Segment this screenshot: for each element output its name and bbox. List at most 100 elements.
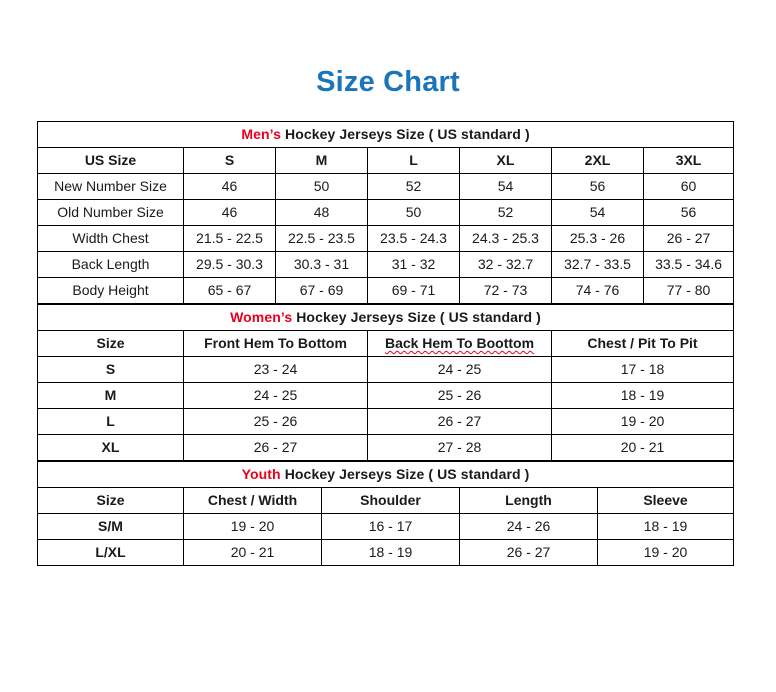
womens-row-label-1: M [37, 382, 184, 409]
mens-col-header-5: 2XL [551, 147, 644, 174]
mens-cell-4-1: 67 - 69 [275, 277, 368, 304]
mens-cell-2-3: 24.3 - 25.3 [459, 225, 552, 252]
mens-section-heading: Men’s Hockey Jerseys Size ( US standard … [36, 121, 735, 148]
mens-cell-4-3: 72 - 73 [459, 277, 552, 304]
mens-cell-3-3: 32 - 32.7 [459, 251, 552, 278]
mens-cell-3-2: 31 - 32 [367, 251, 460, 278]
mens-cell-3-0: 29.5 - 30.3 [183, 251, 276, 278]
mens-col-header-4: XL [459, 147, 552, 174]
mens-size-table: Men’s Hockey Jerseys Size ( US standard … [36, 121, 735, 304]
mens-cell-2-2: 23.5 - 24.3 [367, 225, 460, 252]
womens-cell-3-2: 20 - 21 [551, 434, 734, 461]
mens-cell-2-5: 26 - 27 [642, 225, 735, 252]
youth-col-header-1: Chest / Width [183, 487, 322, 514]
womens-cell-0-0: 23 - 24 [183, 356, 368, 383]
mens-row-label-1: Old Number Size [37, 199, 184, 226]
womens-section-heading: Women’s Hockey Jerseys Size ( US standar… [37, 304, 734, 331]
youth-col-header-3: Length [459, 487, 598, 514]
womens-col-header-3: Chest / Pit To Pit [551, 330, 734, 357]
youth-size-table: Youth Hockey Jerseys Size ( US standard … [37, 461, 734, 566]
mens-cell-1-0: 46 [183, 199, 276, 226]
youth-row-label-1: L/XL [37, 539, 184, 566]
youth-cell-1-1: 18 - 19 [321, 539, 460, 566]
mens-cell-1-4: 54 [551, 199, 644, 226]
mens-cell-4-4: 74 - 76 [551, 277, 644, 304]
mens-cell-1-2: 50 [367, 199, 460, 226]
table-row: S/M 19 - 20 16 - 17 24 - 26 18 - 19 [37, 513, 734, 540]
mens-cell-0-4: 56 [551, 173, 644, 200]
mens-row-label-2: Width Chest [37, 225, 184, 252]
mens-cell-0-2: 52 [367, 173, 460, 200]
womens-cell-3-1: 27 - 28 [367, 434, 552, 461]
mens-cell-3-4: 32.7 - 33.5 [551, 251, 644, 278]
size-chart-tables: Men’s Hockey Jerseys Size ( US standard … [36, 121, 735, 566]
mens-col-header-1: S [183, 147, 276, 174]
page-title: Size Chart [316, 66, 460, 98]
mens-cell-2-4: 25.3 - 26 [551, 225, 644, 252]
youth-cell-1-2: 26 - 27 [459, 539, 598, 566]
mens-cell-2-0: 21.5 - 22.5 [183, 225, 276, 252]
womens-row-label-3: XL [37, 434, 184, 461]
mens-col-header-6: 3XL [642, 147, 735, 174]
womens-cell-0-2: 17 - 18 [551, 356, 734, 383]
womens-col-header-1: Front Hem To Bottom [183, 330, 368, 357]
table-row: New Number Size 46 50 52 54 56 60 [37, 173, 735, 200]
mens-row-label-3: Back Length [37, 251, 184, 278]
mens-heading-accent: Men’s [241, 126, 281, 143]
mens-cell-0-0: 46 [183, 173, 276, 200]
womens-cell-2-2: 19 - 20 [551, 408, 734, 435]
mens-cell-3-5: 33.5 - 34.6 [642, 251, 735, 278]
mens-cell-1-1: 48 [275, 199, 368, 226]
mens-cell-1-3: 52 [459, 199, 552, 226]
youth-cell-0-2: 24 - 26 [459, 513, 598, 540]
youth-row-label-0: S/M [37, 513, 184, 540]
table-row: Back Length 29.5 - 30.3 30.3 - 31 31 - 3… [37, 251, 735, 278]
womens-heading-rest: Hockey Jerseys Size ( US standard ) [292, 309, 541, 326]
mens-row-label-0: New Number Size [37, 173, 184, 200]
mens-col-header-0: US Size [37, 147, 184, 174]
mens-cell-0-5: 60 [642, 173, 735, 200]
womens-cell-1-2: 18 - 19 [551, 382, 734, 409]
mens-cell-4-5: 77 - 80 [642, 277, 735, 304]
mens-section-heading-row: Men’s Hockey Jerseys Size ( US standard … [36, 121, 735, 148]
youth-cell-0-3: 18 - 19 [597, 513, 734, 540]
table-row: Old Number Size 46 48 50 52 54 56 [37, 199, 735, 226]
mens-cell-1-5: 56 [642, 199, 735, 226]
youth-cell-0-1: 16 - 17 [321, 513, 460, 540]
table-row: L 25 - 26 26 - 27 19 - 20 [37, 408, 734, 435]
womens-cell-0-1: 24 - 25 [367, 356, 552, 383]
mens-row-label-4: Body Height [37, 277, 184, 304]
mens-cell-0-1: 50 [275, 173, 368, 200]
youth-col-header-4: Sleeve [597, 487, 734, 514]
table-row: S 23 - 24 24 - 25 17 - 18 [37, 356, 734, 383]
womens-size-table: Women’s Hockey Jerseys Size ( US standar… [37, 304, 734, 461]
womens-row-label-0: S [37, 356, 184, 383]
mens-cell-3-1: 30.3 - 31 [275, 251, 368, 278]
womens-cell-3-0: 26 - 27 [183, 434, 368, 461]
youth-heading-rest: Hockey Jerseys Size ( US standard ) [280, 466, 530, 483]
youth-section-heading: Youth Hockey Jerseys Size ( US standard … [37, 461, 734, 488]
youth-col-header-2: Shoulder [321, 487, 460, 514]
table-row: XL 26 - 27 27 - 28 20 - 21 [37, 434, 734, 461]
mens-cell-4-2: 69 - 71 [367, 277, 460, 304]
mens-col-header-3: L [367, 147, 460, 174]
youth-column-header-row: Size Chest / Width Shoulder Length Sleev… [37, 487, 734, 514]
womens-cell-2-1: 26 - 27 [367, 408, 552, 435]
womens-cell-1-1: 25 - 26 [367, 382, 552, 409]
mens-col-header-2: M [275, 147, 368, 174]
womens-column-header-row: Size Front Hem To Bottom Back Hem To Boo… [37, 330, 734, 357]
mens-cell-4-0: 65 - 67 [183, 277, 276, 304]
womens-section-heading-row: Women’s Hockey Jerseys Size ( US standar… [37, 304, 734, 331]
table-row: Width Chest 21.5 - 22.5 22.5 - 23.5 23.5… [37, 225, 735, 252]
mens-heading-rest: Hockey Jerseys Size ( US standard ) [281, 126, 530, 143]
mens-column-header-row: US Size S M L XL 2XL 3XL [37, 147, 735, 174]
womens-cell-2-0: 25 - 26 [183, 408, 368, 435]
youth-cell-1-0: 20 - 21 [183, 539, 322, 566]
youth-cell-0-0: 19 - 20 [183, 513, 322, 540]
womens-row-label-2: L [37, 408, 184, 435]
womens-col-header-2-label: Back Hem To Boottom [384, 335, 535, 352]
youth-heading-accent: Youth [241, 466, 281, 483]
womens-cell-1-0: 24 - 25 [183, 382, 368, 409]
womens-col-header-2: Back Hem To Boottom [367, 330, 552, 357]
